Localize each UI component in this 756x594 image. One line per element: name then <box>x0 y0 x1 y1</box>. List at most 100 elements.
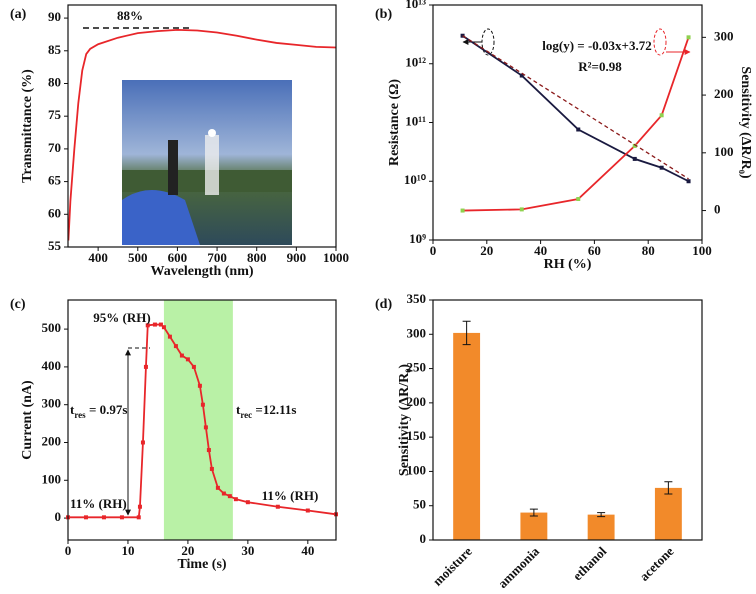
marker <box>119 515 124 520</box>
x-tick-label: 0 <box>430 243 437 258</box>
panel-label: (d) <box>375 297 392 312</box>
x-tick-label: 0 <box>65 543 72 558</box>
y-tick-label: 150 <box>407 428 427 443</box>
marker <box>136 515 141 520</box>
marker <box>203 425 208 430</box>
x-tick-label: 1000 <box>323 250 349 265</box>
y2-tick-label: 200 <box>714 86 734 101</box>
marker <box>576 197 581 202</box>
marker <box>137 504 142 509</box>
panel: (c) 0 100 200 300 400 500 0 10 20 30 40 Time (s) Curr… <box>10 297 338 572</box>
x-tick-label: ammonia <box>495 543 543 591</box>
y2-tick-label: 300 <box>714 28 734 43</box>
x-tick-label: ethanol <box>570 543 610 583</box>
marker <box>233 497 238 502</box>
marker <box>197 383 202 388</box>
x-axis-label: Time (s) <box>177 557 226 572</box>
y-axis-label: Sensitivity (ΔR/R₀) <box>397 364 412 476</box>
x-tick-label: 800 <box>247 250 267 265</box>
annotation-part: =12.11s <box>252 402 296 417</box>
marker <box>519 73 524 78</box>
marker <box>167 334 172 339</box>
marker <box>158 322 163 327</box>
y-tick-label: 10¹² <box>405 55 426 70</box>
annotation-part: t <box>70 402 75 417</box>
line <box>462 37 690 212</box>
marker <box>221 491 226 496</box>
plot-frame <box>67 4 337 248</box>
marker <box>245 500 250 505</box>
annotation-part: t <box>236 402 241 417</box>
inset-photo <box>122 80 292 245</box>
marker <box>145 323 150 328</box>
annotation-part: res <box>74 410 86 420</box>
marker <box>686 179 691 184</box>
x-tick-label: 80 <box>642 243 655 258</box>
y-tick-label: 350 <box>407 291 427 306</box>
marker <box>200 402 205 407</box>
marker <box>209 466 214 471</box>
y-tick-label: 65 <box>48 173 62 188</box>
annotation: 88% <box>117 8 143 23</box>
x-tick-label: 400 <box>88 250 108 265</box>
y-tick-label: 10⁹ <box>409 231 426 246</box>
x-tick-label: 30 <box>241 543 254 558</box>
x-tick-label: 20 <box>480 243 493 258</box>
line <box>462 35 689 180</box>
marker <box>632 156 637 161</box>
y-axis-label: Resistance (Ω) <box>387 79 402 166</box>
x-tick-label: 40 <box>534 243 547 258</box>
error-bar <box>597 512 606 518</box>
marker <box>659 165 664 170</box>
highlight-region <box>163 300 233 540</box>
y-tick-label: 10¹⁰ <box>404 172 427 187</box>
marker <box>576 127 581 132</box>
y-tick-label: 50 <box>413 497 426 512</box>
y-tick-label: 80 <box>48 74 61 89</box>
y-tick-label: 100 <box>407 462 427 477</box>
marker <box>519 207 524 212</box>
marker <box>305 508 310 513</box>
y-axis-label: Transmittance (%) <box>20 69 35 183</box>
x-tick-label: 600 <box>168 250 188 265</box>
y-tick-label: 300 <box>42 396 62 411</box>
marker <box>215 485 220 490</box>
plot-frame <box>432 4 703 241</box>
y-tick-label: 0 <box>55 509 62 524</box>
panel: (d) 0 50 100 150 200 250 300 350 Sensitivity (ΔR/… <box>375 291 703 591</box>
bar <box>453 332 481 540</box>
annotation: log(y) = -0.03x+3.72 <box>542 38 651 53</box>
line <box>67 28 337 241</box>
panel: (a) 55 60 65 70 75 80 85 90 400 500 600 700 800 900 100… <box>10 4 349 279</box>
x-tick-label: 700 <box>207 250 227 265</box>
marker <box>227 494 232 499</box>
y-tick-label: 60 <box>48 205 61 220</box>
y-tick-label: 10¹¹ <box>405 113 426 128</box>
y-tick-label: 500 <box>42 320 62 335</box>
annotation-part: = 0.97s <box>86 402 128 417</box>
y2-tick-label: 100 <box>714 144 734 159</box>
annotation: 95% (RH) <box>93 310 150 325</box>
y-tick-label: 0 <box>420 531 427 546</box>
y-tick-label: 10¹³ <box>405 0 426 11</box>
marker <box>206 448 211 453</box>
marker <box>179 353 184 358</box>
y-tick-label: 75 <box>48 107 62 122</box>
marker <box>686 35 691 40</box>
x-tick-label: 40 <box>301 543 314 558</box>
bar <box>587 514 615 540</box>
y-axis-label: Current (nA) <box>20 380 35 460</box>
y2-tick-label: 0 <box>714 202 721 217</box>
x-axis-label: RH (%) <box>544 257 592 272</box>
x-axis-label: Wavelength (nm) <box>150 264 253 279</box>
y-tick-label: 200 <box>42 433 62 448</box>
panel: (b) 10⁹ 10¹⁰ 10¹¹ 10¹² 10¹³ 0 100 200 300 0 20 40 60 8… <box>375 0 753 272</box>
y2-axis-label: Sensitivity (ΔR/R₀) <box>738 66 753 178</box>
y-tick-label: 100 <box>42 471 62 486</box>
marker <box>185 357 190 362</box>
line <box>462 34 689 183</box>
y-tick-label: 400 <box>42 358 62 373</box>
bar <box>520 512 548 540</box>
bar <box>654 487 682 540</box>
